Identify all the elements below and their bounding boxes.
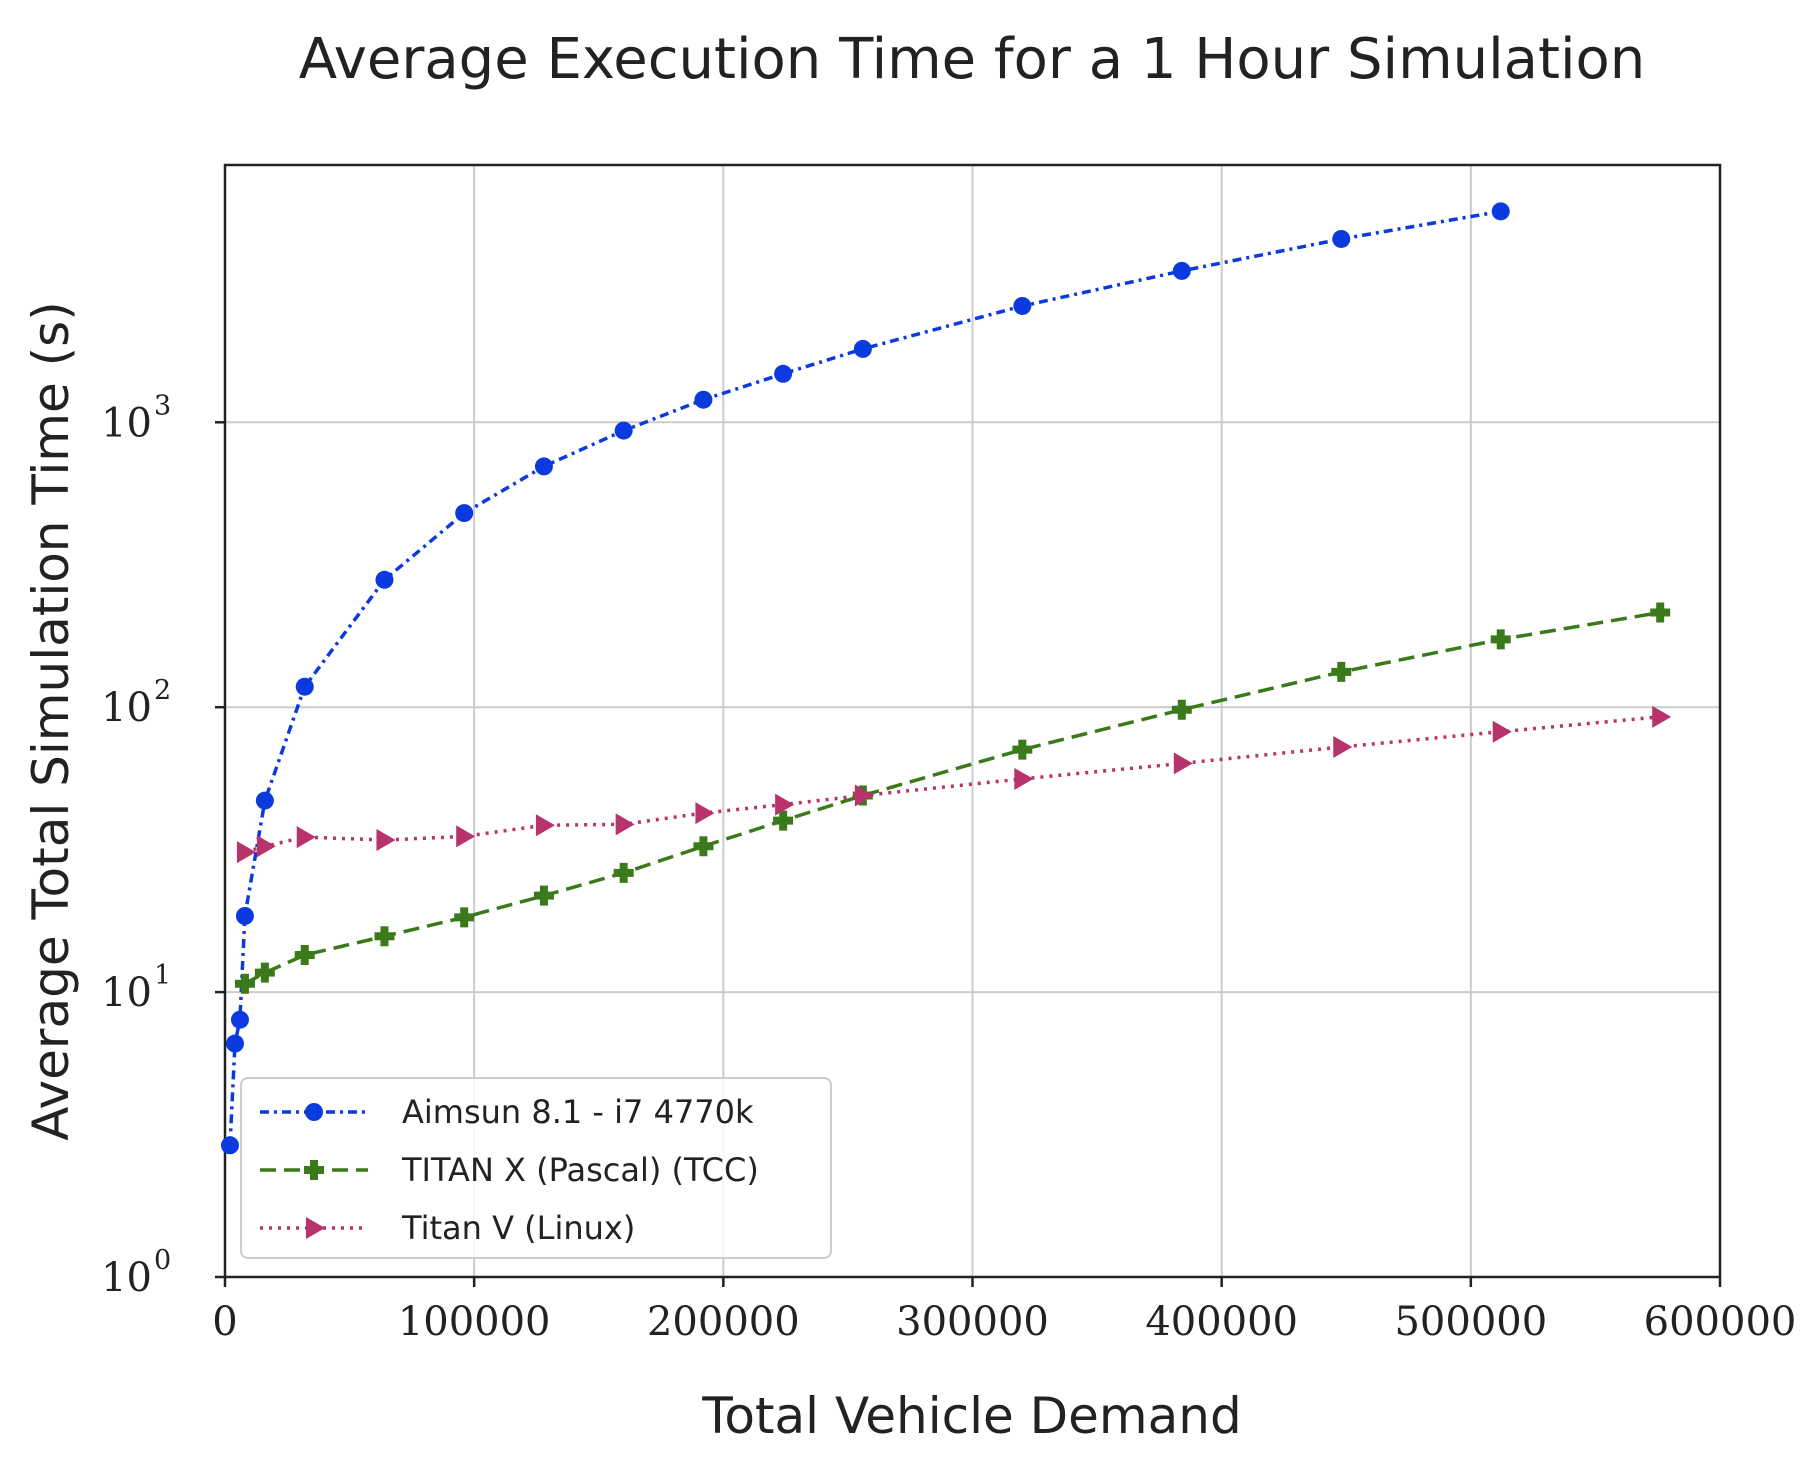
data-point xyxy=(1171,699,1192,720)
legend-item: Aimsun 8.1 - i7 4770k xyxy=(260,1093,754,1131)
data-point xyxy=(306,1217,325,1239)
data-point xyxy=(1650,602,1671,623)
data-point xyxy=(304,1160,324,1180)
data-point xyxy=(305,1103,323,1121)
legend-item: TITAN X (Pascal) (TCC) xyxy=(260,1151,759,1189)
series xyxy=(234,602,1671,994)
data-point xyxy=(295,677,314,696)
x-tick-label: 400000 xyxy=(1145,1299,1298,1345)
data-point xyxy=(1012,739,1033,760)
data-point xyxy=(535,814,555,837)
data-point xyxy=(774,364,793,383)
data-point xyxy=(775,793,795,816)
x-tick-label: 200000 xyxy=(647,1299,800,1345)
data-point xyxy=(376,828,396,851)
data-point xyxy=(1013,296,1032,315)
series-layer xyxy=(220,202,1672,1155)
y-tick-label-exponent: 0 xyxy=(154,1245,171,1276)
data-point xyxy=(534,457,553,476)
data-point xyxy=(1173,752,1193,775)
data-point xyxy=(294,944,315,965)
data-point xyxy=(694,390,713,409)
y-axis-label: Average Total Simulation Time (s) xyxy=(22,301,80,1140)
legend-items: Aimsun 8.1 - i7 4770k TITAN X (Pascal) (T… xyxy=(260,1093,759,1247)
y-tick-label: 10 3 xyxy=(101,390,171,446)
legend-label: Titan V (Linux) xyxy=(401,1209,635,1247)
y-tick-label: 10 0 xyxy=(101,1245,171,1301)
series-line xyxy=(244,610,1661,986)
data-point xyxy=(254,962,275,983)
data-point xyxy=(375,570,394,589)
data-point xyxy=(853,339,872,358)
legend: Aimsun 8.1 - i7 4770k TITAN X (Pascal) (T… xyxy=(240,1077,832,1259)
data-point xyxy=(1333,735,1353,758)
data-point xyxy=(255,791,274,810)
y-tick-label-base: 10 xyxy=(101,1255,152,1301)
data-point xyxy=(1172,261,1191,280)
data-point xyxy=(1332,229,1351,248)
y-tick-label-exponent: 3 xyxy=(154,390,171,421)
data-point xyxy=(454,907,475,928)
y-tick-label-exponent: 1 xyxy=(154,960,171,991)
data-point xyxy=(695,802,715,825)
data-point xyxy=(1652,705,1672,728)
y-tick-label-exponent: 2 xyxy=(154,675,171,706)
data-point xyxy=(693,836,714,857)
x-axis-label: Total Vehicle Demand xyxy=(701,1387,1241,1445)
data-point xyxy=(235,906,254,925)
data-point xyxy=(615,813,635,836)
data-point xyxy=(614,421,633,440)
data-point xyxy=(1331,661,1352,682)
y-tick-label: 10 2 xyxy=(101,675,171,731)
x-tick-label: 600000 xyxy=(1644,1299,1797,1345)
x-tick-label: 500000 xyxy=(1394,1299,1547,1345)
x-tick-label: 100000 xyxy=(398,1299,551,1345)
data-point xyxy=(256,835,276,858)
legend-label: TITAN X (Pascal) (TCC) xyxy=(401,1151,759,1189)
data-point xyxy=(1492,720,1512,743)
data-point xyxy=(374,926,395,947)
series xyxy=(236,705,1672,864)
data-point xyxy=(220,1136,239,1155)
data-point xyxy=(455,504,474,523)
y-tick-label-base: 10 xyxy=(101,400,152,446)
data-point xyxy=(854,784,874,807)
data-point xyxy=(236,841,256,864)
data-point xyxy=(230,1010,249,1029)
legend-label: Aimsun 8.1 - i7 4770k xyxy=(402,1093,754,1131)
data-point xyxy=(296,826,316,849)
data-point xyxy=(1490,629,1511,650)
data-point xyxy=(234,973,255,994)
legend-box xyxy=(240,1077,832,1259)
x-tick-label: 300000 xyxy=(896,1299,1049,1345)
data-point xyxy=(773,810,794,831)
series xyxy=(220,202,1510,1155)
x-tick-label: 0 xyxy=(212,1299,237,1345)
data-point xyxy=(533,885,554,906)
legend-item: Titan V (Linux) xyxy=(260,1209,635,1247)
data-point xyxy=(613,862,634,883)
chart-title: Average Execution Time for a 1 Hour Simu… xyxy=(299,27,1646,92)
y-tick-label: 10 1 xyxy=(101,960,171,1016)
y-tick-label-base: 10 xyxy=(101,970,152,1016)
data-point xyxy=(1491,202,1510,221)
data-point xyxy=(456,825,476,848)
data-point xyxy=(1014,767,1034,790)
y-tick-label-base: 10 xyxy=(101,685,152,731)
data-point xyxy=(225,1034,244,1053)
